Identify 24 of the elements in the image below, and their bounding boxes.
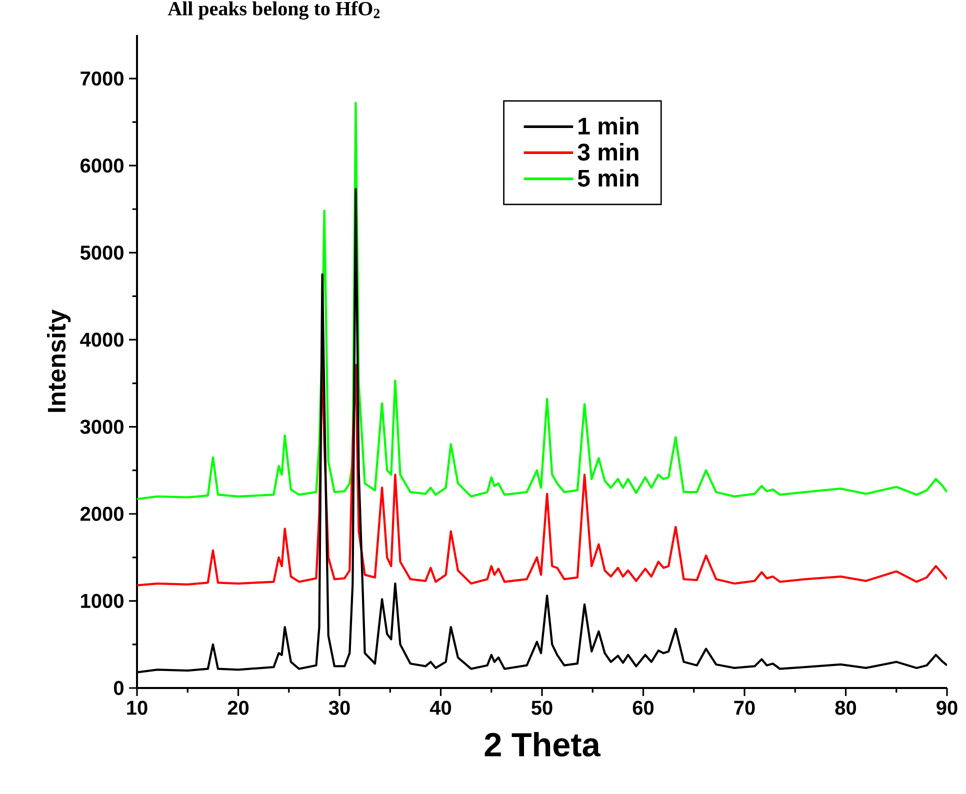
y-tick-label: 2000: [80, 506, 124, 521]
x-tick-label: 70: [734, 700, 755, 715]
y-tick-label: 6000: [80, 158, 124, 173]
y-tick-label: 0: [114, 680, 124, 696]
y-tick-label: 7000: [80, 71, 124, 86]
legend-label: 1 min: [578, 116, 638, 134]
chart-title: All peaks belong to HfO$_{2}$: [168, 1, 380, 20]
x-tick-label: 20: [228, 700, 249, 715]
y-tick-label: 1000: [81, 594, 124, 608]
line-series: [137, 102, 948, 500]
legend-label: 3 min: [578, 143, 638, 161]
y-axis-title: Intensity: [47, 310, 71, 412]
x-tick-label: 30: [328, 700, 350, 715]
y-tick-label: 4000: [80, 332, 124, 347]
y-tick-label: 5000: [80, 246, 124, 260]
x-tick-label: 10: [127, 700, 148, 715]
x-tick-label: 40: [430, 700, 452, 715]
x-tick-label: 90: [936, 700, 958, 715]
x-axis-title: 2 Theta: [484, 732, 601, 757]
x-tick-label: 80: [835, 700, 856, 715]
y-tick-label: 3000: [80, 420, 124, 434]
legend-label: 5 min: [578, 169, 638, 187]
x-tick-label: 60: [632, 700, 654, 715]
x-tick-label: 50: [531, 700, 552, 715]
